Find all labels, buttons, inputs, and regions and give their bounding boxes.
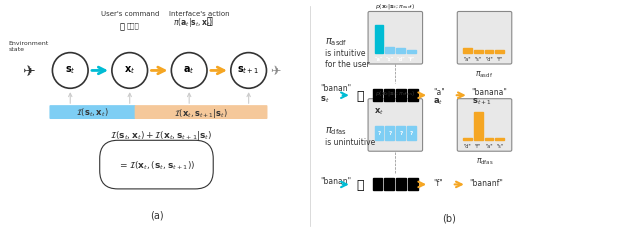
Text: $\mathbf{x}_t$: $\mathbf{x}_t$ bbox=[374, 106, 385, 116]
Circle shape bbox=[231, 53, 266, 89]
Text: $\mathbf{s}$$_t$: $\mathbf{s}$$_t$ bbox=[65, 64, 76, 76]
Circle shape bbox=[172, 53, 207, 89]
Text: is unintuitive: is unintuitive bbox=[325, 138, 375, 147]
Bar bbox=[396, 126, 405, 140]
Text: is intuitive: is intuitive bbox=[325, 49, 365, 58]
Bar bbox=[408, 179, 418, 191]
Bar bbox=[484, 138, 493, 140]
FancyBboxPatch shape bbox=[457, 12, 512, 65]
Text: ?: ? bbox=[378, 131, 381, 136]
Text: "d": "d" bbox=[396, 56, 405, 61]
Text: Interface's action: Interface's action bbox=[169, 11, 229, 17]
Bar bbox=[374, 26, 383, 53]
Bar bbox=[385, 126, 394, 140]
Bar bbox=[463, 138, 472, 140]
Text: $\mathbf{x}$$_t$: $\mathbf{x}$$_t$ bbox=[124, 64, 135, 76]
Text: $p(\mathbf{x}_t|\mathbf{s}_t;\pi_{\mathrm{dfas}})$: $p(\mathbf{x}_t|\mathbf{s}_t;\pi_{\mathr… bbox=[375, 89, 415, 98]
Text: 🕹: 🕹 bbox=[206, 15, 212, 25]
Bar bbox=[463, 49, 472, 53]
Text: $\mathbf{s}_t$: $\mathbf{s}_t$ bbox=[320, 94, 330, 105]
Text: $\mathbf{s}$$_{t+1}$: $\mathbf{s}$$_{t+1}$ bbox=[237, 64, 260, 76]
Text: $\pi_{\mathrm{asdf}}$: $\pi_{\mathrm{asdf}}$ bbox=[476, 69, 493, 80]
Text: 👤: 👤 bbox=[356, 178, 364, 191]
Text: ?: ? bbox=[388, 131, 392, 136]
Text: "banan": "banan" bbox=[320, 83, 351, 92]
Bar bbox=[372, 90, 383, 102]
FancyBboxPatch shape bbox=[457, 99, 512, 152]
Bar bbox=[374, 126, 383, 140]
Bar bbox=[484, 51, 493, 53]
Text: "s": "s" bbox=[497, 143, 504, 148]
Bar bbox=[407, 51, 416, 53]
Text: ?: ? bbox=[410, 131, 413, 136]
Text: "a": "a" bbox=[433, 87, 445, 96]
Bar bbox=[385, 179, 394, 191]
Text: (b): (b) bbox=[442, 212, 456, 222]
Text: $\pi_{\mathrm{asdf}}$: $\pi_{\mathrm{asdf}}$ bbox=[325, 36, 348, 47]
Bar bbox=[474, 112, 483, 140]
Text: "s": "s" bbox=[475, 56, 481, 61]
Text: ?: ? bbox=[399, 131, 403, 136]
Text: "s": "s" bbox=[386, 56, 394, 61]
Bar bbox=[385, 48, 394, 53]
Text: $\pi(\mathbf{a}_t|\mathbf{s}_t, \mathbf{x}_t)$: $\pi(\mathbf{a}_t|\mathbf{s}_t, \mathbf{… bbox=[173, 16, 213, 29]
Circle shape bbox=[112, 53, 148, 89]
Text: "f": "f" bbox=[497, 56, 503, 61]
Text: $\pi_{\mathrm{dfas}}$: $\pi_{\mathrm{dfas}}$ bbox=[476, 156, 493, 167]
Text: $\mathcal{I}(\mathbf{s}_t, \mathbf{x}_t) + \mathcal{I}(\mathbf{x}_t, \mathbf{s}_: $\mathcal{I}(\mathbf{s}_t, \mathbf{x}_t)… bbox=[110, 129, 212, 142]
Text: 🎤: 🎤 bbox=[119, 22, 124, 31]
Text: (a): (a) bbox=[150, 209, 163, 219]
Text: "d": "d" bbox=[463, 143, 471, 148]
Circle shape bbox=[52, 53, 88, 89]
Text: User's command: User's command bbox=[100, 11, 159, 17]
Text: "a": "a" bbox=[463, 56, 471, 61]
Text: 〜〜〜: 〜〜〜 bbox=[126, 22, 139, 29]
Text: "d": "d" bbox=[485, 56, 493, 61]
Text: "bananf": "bananf" bbox=[470, 178, 504, 187]
Text: ✈: ✈ bbox=[22, 64, 35, 79]
Text: "banan": "banan" bbox=[320, 176, 351, 185]
Text: "f": "f" bbox=[408, 56, 415, 61]
Text: $\pi_{\mathrm{dfas}}$: $\pi_{\mathrm{dfas}}$ bbox=[325, 125, 347, 136]
Bar bbox=[396, 90, 406, 102]
Text: $\mathbf{s}_{t+1}$: $\mathbf{s}_{t+1}$ bbox=[472, 97, 492, 107]
Text: "f": "f" bbox=[475, 143, 481, 148]
Bar bbox=[385, 90, 394, 102]
FancyBboxPatch shape bbox=[368, 12, 422, 65]
Text: $\mathbf{a}$$_t$: $\mathbf{a}$$_t$ bbox=[184, 64, 195, 76]
FancyBboxPatch shape bbox=[368, 99, 422, 152]
Text: ✈: ✈ bbox=[270, 65, 281, 78]
Bar bbox=[372, 179, 383, 191]
Text: $\mathcal{I}(\mathbf{s}_t, \mathbf{x}_t)$: $\mathcal{I}(\mathbf{s}_t, \mathbf{x}_t)… bbox=[76, 106, 109, 119]
Text: "banana": "banana" bbox=[472, 87, 508, 96]
Text: $\mathcal{I}(\mathbf{x}_t, \mathbf{s}_{t+1}|\mathbf{s}_t)$: $\mathcal{I}(\mathbf{x}_t, \mathbf{s}_{t… bbox=[174, 106, 228, 119]
Text: "f": "f" bbox=[433, 178, 443, 187]
Bar bbox=[495, 51, 504, 53]
Text: for the user: for the user bbox=[325, 60, 370, 69]
Text: "a": "a" bbox=[485, 143, 493, 148]
FancyBboxPatch shape bbox=[134, 106, 268, 119]
FancyBboxPatch shape bbox=[49, 106, 136, 119]
Text: $=\mathcal{I}(\mathbf{x}_t, (\mathbf{s}_t, \mathbf{s}_{t+1}))$: $=\mathcal{I}(\mathbf{x}_t, (\mathbf{s}_… bbox=[118, 159, 195, 171]
Text: $p(\mathbf{x}_t|\mathbf{s}_t;\pi_{\mathrm{asdf}})$: $p(\mathbf{x}_t|\mathbf{s}_t;\pi_{\mathr… bbox=[375, 2, 415, 11]
Text: "a": "a" bbox=[374, 56, 383, 61]
Bar bbox=[407, 126, 416, 140]
Bar bbox=[396, 179, 406, 191]
Text: 👤: 👤 bbox=[356, 89, 364, 102]
Bar bbox=[474, 51, 483, 53]
Text: $\mathbf{a}_t$: $\mathbf{a}_t$ bbox=[433, 97, 444, 107]
Bar bbox=[408, 90, 418, 102]
Text: Environment
state: Environment state bbox=[9, 41, 49, 52]
Bar bbox=[396, 49, 405, 53]
Bar bbox=[495, 138, 504, 140]
